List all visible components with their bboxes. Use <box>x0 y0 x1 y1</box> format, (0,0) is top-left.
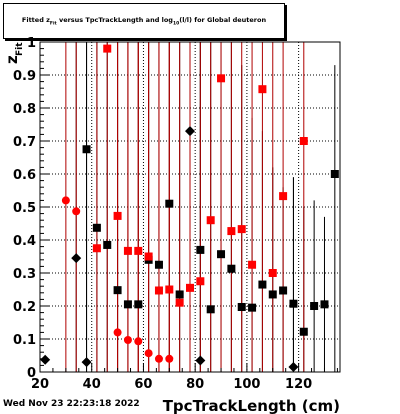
data-point-circle <box>134 337 143 346</box>
data-point-square <box>206 305 215 314</box>
data-point-diamond <box>195 355 206 366</box>
data-point-square <box>196 277 205 286</box>
datestamp: Wed Nov 23 22:23:18 2022 <box>3 399 140 409</box>
tick-labels: 20 40 60 80 100 120 0 0.1 0.2 0.3 0.4 0.5 0.6 0.7 0.8 0… <box>13 36 312 392</box>
data-point-square <box>299 327 308 336</box>
data-point-square <box>217 250 226 259</box>
data-point-square <box>310 302 319 310</box>
data-markers <box>40 44 339 373</box>
data-point-square <box>279 286 288 295</box>
data-point-circle <box>61 196 70 205</box>
data-point-square <box>92 244 101 253</box>
data-point-square <box>92 223 101 232</box>
data-point-circle <box>72 207 81 216</box>
x-tick-label: 120 <box>285 377 312 392</box>
data-point-diamond <box>81 357 92 368</box>
data-point-square <box>175 298 184 307</box>
y-tick-label: 0.5 <box>13 201 36 216</box>
data-point-square <box>227 264 236 273</box>
data-point-diamond <box>71 253 82 264</box>
data-point-square <box>175 290 184 299</box>
y-tick-label: 0.4 <box>13 234 36 249</box>
y-tick-label: 0.9 <box>13 69 36 84</box>
data-point-square <box>289 299 298 308</box>
data-point-circle <box>154 354 163 363</box>
data-point-square <box>82 145 91 154</box>
data-point-square <box>134 246 143 255</box>
axis-ticks <box>39 41 338 373</box>
data-point-square <box>237 302 246 311</box>
x-axis-label: TpcTrackLength (cm) <box>163 397 340 414</box>
x-tick-label: 20 <box>31 377 49 392</box>
data-point-square <box>217 74 226 83</box>
data-point-square <box>248 303 257 312</box>
y-tick-label: 0.3 <box>13 267 36 282</box>
y-tick-label: 0.6 <box>13 168 36 183</box>
data-point-diamond <box>288 362 299 373</box>
data-point-square <box>237 225 246 234</box>
x-tick-label: 100 <box>233 377 260 392</box>
data-point-circle <box>144 349 153 358</box>
data-point-square <box>268 290 277 299</box>
data-point-diamond <box>40 354 51 365</box>
data-point-square <box>123 300 132 309</box>
svg-text:z: z <box>3 55 21 64</box>
data-point-circle <box>123 335 132 344</box>
data-point-circle <box>113 328 122 337</box>
data-point-square <box>279 192 288 201</box>
y-tick-label: 0.2 <box>13 300 36 315</box>
data-point-square <box>186 283 194 292</box>
data-point-square <box>123 246 132 255</box>
data-point-diamond <box>185 126 195 137</box>
data-point-square <box>196 245 205 254</box>
data-point-square <box>268 269 277 277</box>
data-point-square <box>165 199 174 208</box>
y-tick-label: 0 <box>27 366 36 381</box>
data-point-square <box>144 252 153 261</box>
data-point-square <box>154 286 163 295</box>
data-point-square <box>320 300 329 309</box>
data-point-square <box>248 260 257 269</box>
data-point-square <box>258 85 267 94</box>
data-point-square <box>134 300 143 309</box>
y-axis-label: z Fit <box>3 42 25 64</box>
chart-title: Fitted zFit versus TpcTrackLength and lo… <box>21 15 267 27</box>
data-point-square <box>103 44 112 53</box>
x-tick-label: 80 <box>186 377 204 392</box>
data-point-square <box>103 240 112 249</box>
svg-text:Fit: Fit <box>15 42 25 56</box>
data-point-square <box>113 211 122 220</box>
data-point-square <box>113 286 122 295</box>
y-tick-label: 0.7 <box>13 135 36 150</box>
y-tick-label: 0.8 <box>13 102 36 117</box>
data-point-square <box>154 260 163 269</box>
x-tick-label: 60 <box>134 377 152 392</box>
data-point-circle <box>165 354 174 363</box>
chart-title-box: Fitted zFit versus TpcTrackLength and lo… <box>3 3 285 39</box>
data-point-square <box>299 137 308 145</box>
data-point-square <box>206 216 215 225</box>
data-point-square <box>165 285 174 294</box>
data-point-square <box>330 170 339 178</box>
x-tick-label: 40 <box>83 377 101 392</box>
y-tick-label: 1 <box>27 36 36 51</box>
data-point-square <box>258 280 267 289</box>
data-point-square <box>227 227 236 236</box>
y-tick-label: 0.1 <box>13 333 36 348</box>
